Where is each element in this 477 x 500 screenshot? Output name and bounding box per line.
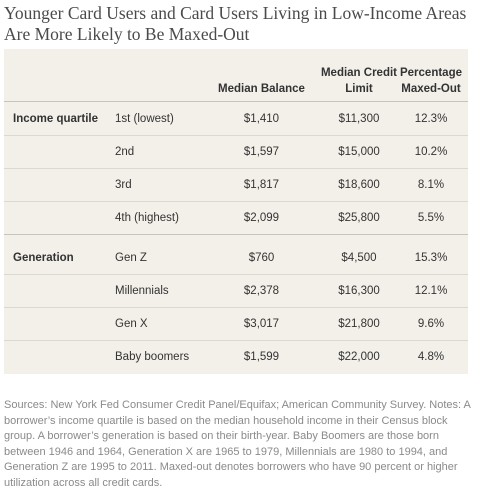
- cell-median-balance: $1,410: [243, 112, 280, 125]
- table-row: Baby boomers $1,599 $22,000 4.8%: [4, 340, 468, 373]
- row-divider: [4, 234, 468, 235]
- row-label: 1st (lowest): [115, 112, 174, 125]
- cell-median-balance: $2,099: [243, 211, 280, 224]
- table-row: 4th (highest) $2,099 $25,800 5.5%: [4, 201, 468, 234]
- data-table: Median Balance Median Credit Limit Perce…: [4, 49, 468, 374]
- cell-median-credit-limit: $22,000: [338, 350, 380, 363]
- table-row: Income quartile 1st (lowest) $1,410 $11,300…: [4, 102, 468, 135]
- cell-percentage-maxed-out: 12.3%: [414, 112, 448, 125]
- cell-percentage-maxed-out: 8.1%: [417, 178, 445, 191]
- row-label: Baby boomers: [115, 350, 190, 363]
- page-title: Younger Card Users and Card Users Living…: [4, 3, 467, 44]
- row-label: 4th (highest): [115, 211, 179, 224]
- header-percentage-maxed-out: Percentage Maxed-Out: [399, 67, 462, 95]
- table-header: Median Balance Median Credit Limit Perce…: [4, 49, 468, 101]
- row-divider: [4, 168, 468, 169]
- cell-median-credit-limit: $11,300: [338, 112, 380, 125]
- group-label: Generation: [13, 251, 74, 264]
- header-median-credit-limit: Median Credit Limit: [320, 67, 398, 95]
- header-median-balance: Median Balance: [218, 83, 305, 95]
- cell-percentage-maxed-out: 4.8%: [417, 350, 445, 363]
- row-label: Gen X: [115, 317, 148, 330]
- table-row: 2nd $1,597 $15,000 10.2%: [4, 135, 468, 168]
- cell-median-balance: $1,817: [243, 178, 280, 191]
- row-divider: [4, 274, 468, 275]
- row-divider: [4, 340, 468, 341]
- cell-percentage-maxed-out: 9.6%: [417, 317, 445, 330]
- cell-median-balance: $2,378: [243, 284, 280, 297]
- row-label: Gen Z: [115, 251, 147, 264]
- row-label: Millennials: [115, 284, 169, 297]
- cell-median-credit-limit: $4,500: [341, 251, 377, 264]
- cell-median-balance: $760: [248, 251, 275, 264]
- cell-median-balance: $1,597: [243, 145, 280, 158]
- cell-percentage-maxed-out: 5.5%: [417, 211, 445, 224]
- cell-percentage-maxed-out: 15.3%: [414, 251, 448, 264]
- row-label: 3rd: [115, 178, 132, 191]
- cell-median-credit-limit: $21,800: [338, 317, 380, 330]
- table-row: Millennials $2,378 $16,300 12.1%: [4, 274, 468, 307]
- row-divider: [4, 307, 468, 308]
- cell-percentage-maxed-out: 10.2%: [414, 145, 448, 158]
- row-label: 2nd: [115, 145, 135, 158]
- cell-median-credit-limit: $18,600: [338, 178, 380, 191]
- cell-median-credit-limit: $15,000: [338, 145, 380, 158]
- group-label: Income quartile: [13, 112, 98, 125]
- table-row: Gen X $3,017 $21,800 9.6%: [4, 307, 468, 340]
- cell-median-credit-limit: $25,800: [338, 211, 380, 224]
- row-divider: [4, 135, 468, 136]
- source-notes: Sources: New York Fed Consumer Credit Pa…: [4, 399, 471, 489]
- cell-median-balance: $1,599: [243, 350, 280, 363]
- cell-median-credit-limit: $16,300: [338, 284, 380, 297]
- cell-percentage-maxed-out: 12.1%: [414, 284, 448, 297]
- table-row: 3rd $1,817 $18,600 8.1%: [4, 168, 468, 201]
- row-divider: [4, 101, 468, 102]
- table-row: Generation Gen Z $760 $4,500 15.3%: [4, 241, 468, 274]
- cell-median-balance: $3,017: [243, 317, 280, 330]
- row-divider: [4, 201, 468, 202]
